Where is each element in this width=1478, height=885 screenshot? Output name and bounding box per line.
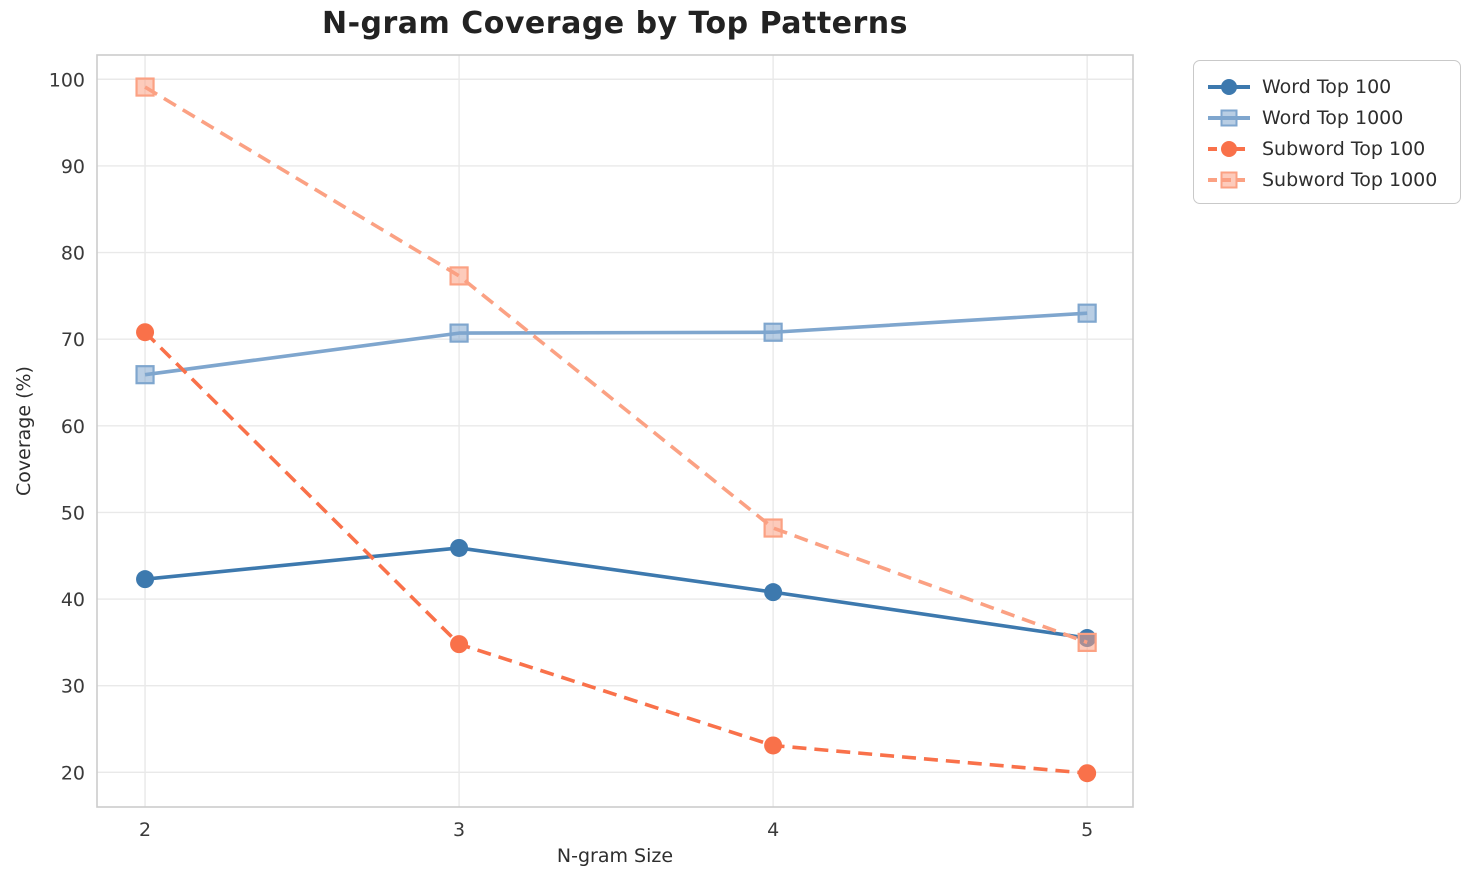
data-point-marker bbox=[763, 518, 783, 538]
x-tick-label: 5 bbox=[1081, 819, 1093, 841]
legend-label: Word Top 100 bbox=[1262, 75, 1392, 98]
plot-frame bbox=[96, 54, 1134, 808]
y-tick-label: 100 bbox=[49, 69, 85, 91]
data-point-marker bbox=[449, 323, 469, 343]
legend-item: Subword Top 1000 bbox=[1206, 164, 1450, 195]
y-tick-label: 20 bbox=[61, 762, 85, 784]
data-point-marker bbox=[450, 635, 469, 654]
legend-line-sample bbox=[1208, 78, 1250, 95]
data-point-marker bbox=[449, 266, 469, 286]
x-tick-label: 3 bbox=[453, 819, 465, 841]
series-line-subword-top-1000 bbox=[144, 85, 1088, 645]
legend-item: Subword Top 100 bbox=[1206, 133, 1450, 164]
legend-label: Subword Top 1000 bbox=[1262, 168, 1438, 191]
data-point-marker bbox=[136, 570, 155, 589]
legend-label: Word Top 1000 bbox=[1262, 106, 1404, 129]
y-tick-label: 90 bbox=[61, 156, 85, 178]
x-tick-label: 4 bbox=[767, 819, 779, 841]
series-line-word-top-1000 bbox=[144, 311, 1088, 377]
legend-label: Subword Top 100 bbox=[1262, 137, 1426, 160]
data-point-marker bbox=[450, 538, 469, 557]
x-tick-label: 2 bbox=[139, 819, 151, 841]
data-point-marker bbox=[763, 322, 783, 342]
y-axis-label: Coverage (%) bbox=[13, 366, 35, 496]
y-tick-label: 30 bbox=[61, 676, 85, 698]
y-tick-label: 80 bbox=[61, 243, 85, 265]
legend-line-sample bbox=[1208, 109, 1250, 126]
legend-item: Word Top 1000 bbox=[1206, 102, 1450, 133]
legend-line-sample bbox=[1208, 171, 1250, 188]
data-point-marker bbox=[1077, 303, 1097, 323]
legend: Word Top 100 Word Top 1000 Subword Top 100… bbox=[1193, 60, 1461, 204]
data-point-marker bbox=[764, 583, 783, 602]
legend-item: Word Top 100 bbox=[1206, 71, 1450, 102]
data-point-marker bbox=[1077, 632, 1097, 652]
data-point-marker bbox=[135, 365, 155, 385]
y-tick-label: 40 bbox=[61, 589, 85, 611]
legend-line-sample bbox=[1208, 140, 1250, 157]
data-point-marker bbox=[764, 736, 783, 755]
chart-title: N-gram Coverage by Top Patterns bbox=[321, 6, 909, 41]
y-tick-label: 60 bbox=[61, 416, 85, 438]
y-tick-label: 50 bbox=[61, 502, 85, 524]
data-point-marker bbox=[1078, 764, 1097, 783]
y-tick-label: 70 bbox=[61, 329, 85, 351]
x-axis-label: N-gram Size bbox=[556, 845, 674, 867]
series-line-word-top-100 bbox=[144, 546, 1088, 640]
data-point-marker bbox=[136, 323, 155, 342]
series-line-subword-top-100 bbox=[143, 330, 1088, 776]
data-point-marker bbox=[135, 77, 155, 97]
